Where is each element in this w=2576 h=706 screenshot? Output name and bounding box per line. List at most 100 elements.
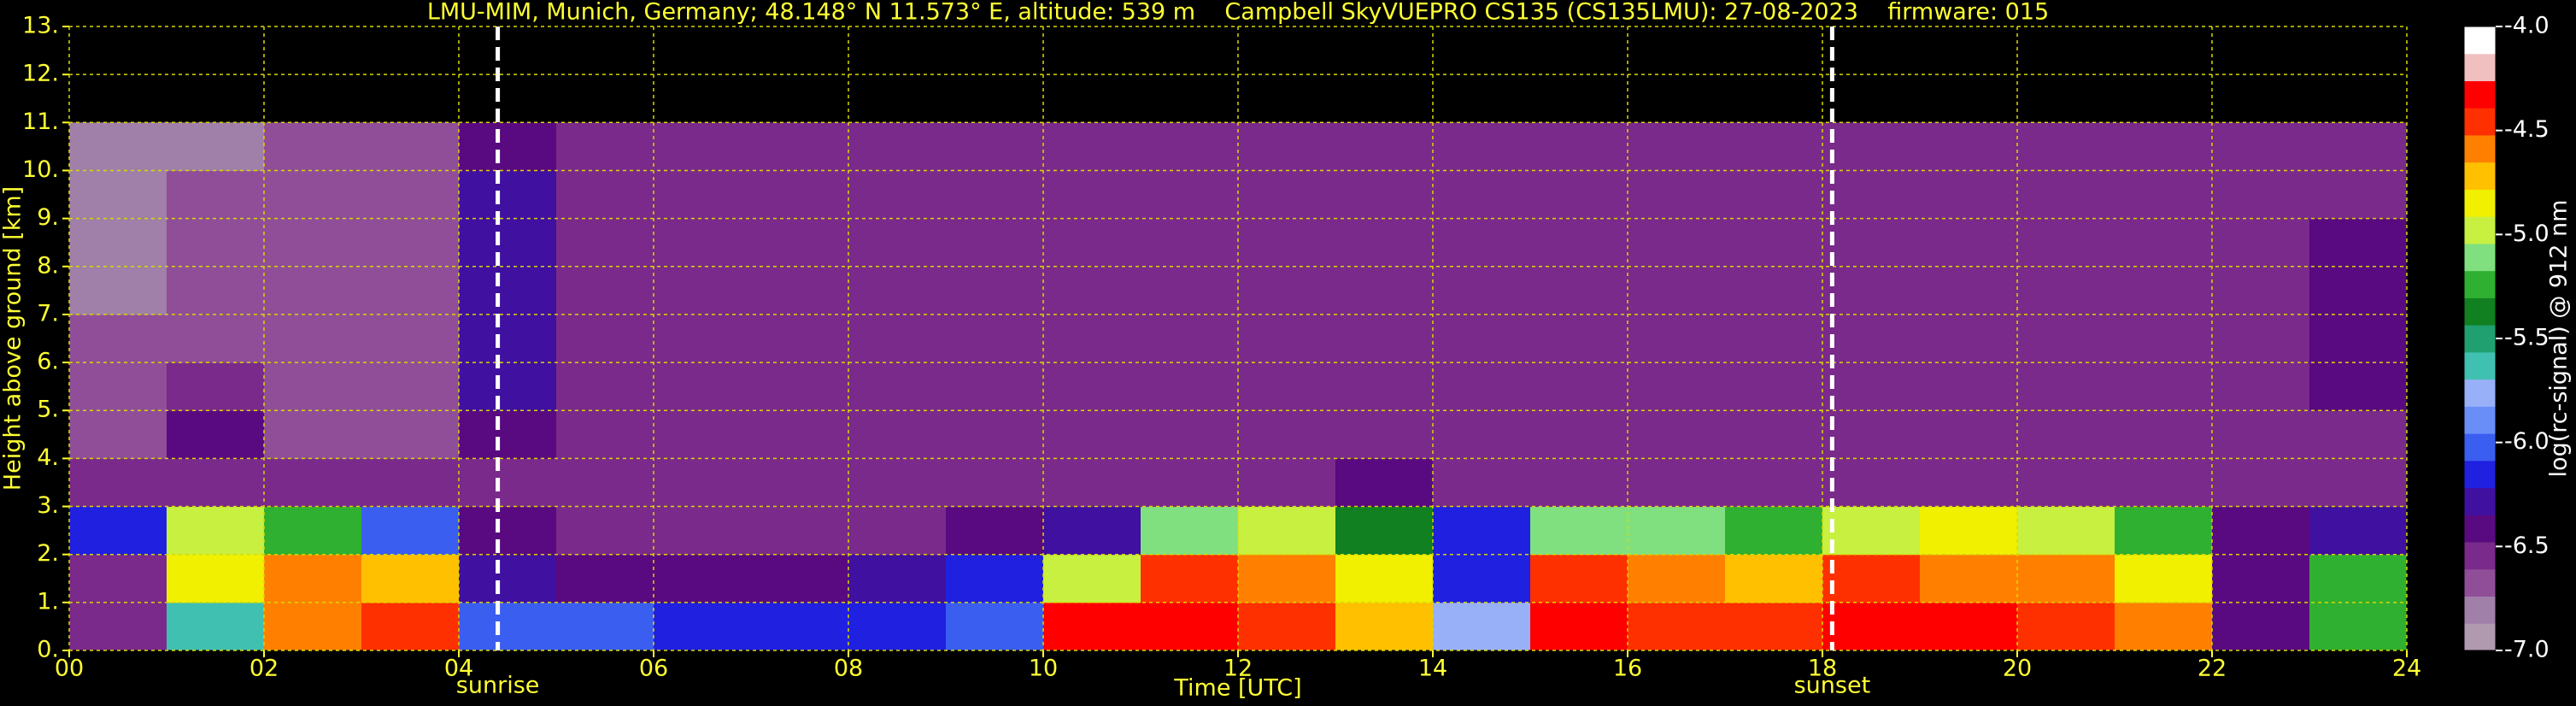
heatmap-cell <box>1238 506 1336 556</box>
heatmap-cell <box>2115 602 2213 651</box>
x-tick-label: 08 <box>834 656 863 682</box>
heatmap-cell <box>946 362 1044 411</box>
heatmap-cell <box>2115 554 2213 603</box>
heatmap-cell <box>1043 410 1141 459</box>
colorbar-segment <box>2464 108 2496 136</box>
heatmap-cell <box>848 506 947 556</box>
heatmap-cell <box>1433 602 1531 651</box>
x-tick-label: 24 <box>2392 656 2421 682</box>
heatmap-cell <box>751 362 849 411</box>
heatmap-cell <box>1433 458 1531 508</box>
x-tick-label: 06 <box>639 656 668 682</box>
heatmap-cell <box>2212 602 2310 651</box>
heatmap-cell <box>2115 314 2213 363</box>
heatmap-cell <box>946 602 1044 651</box>
heatmap-cell <box>1920 410 2018 459</box>
heatmap-cell <box>167 218 265 268</box>
heatmap-cell <box>848 458 947 508</box>
heatmap-cell <box>1628 218 1726 268</box>
heatmap-cell <box>751 410 849 459</box>
heatmap-cell <box>848 410 947 459</box>
heatmap-cell <box>1725 410 1823 459</box>
heatmap-cell <box>1530 170 1628 220</box>
y-tick-label: 2. <box>37 540 59 567</box>
heatmap-cell <box>1433 554 1531 603</box>
colorbar-segment <box>2464 568 2496 597</box>
heatmap-cell <box>1822 122 1921 171</box>
heatmap-cell <box>556 602 654 651</box>
heatmap-cell <box>1141 506 1239 556</box>
heatmap-cell <box>264 314 362 363</box>
y-tick-label: 12. <box>22 61 59 87</box>
heatmap-cell <box>2212 122 2310 171</box>
colorbar-segment <box>2464 515 2496 543</box>
heatmap-cell <box>69 602 167 651</box>
heatmap-cell <box>2115 266 2213 315</box>
heatmap-cell <box>848 362 947 411</box>
x-tick-label: 22 <box>2198 656 2227 682</box>
heatmap-cell <box>2017 410 2115 459</box>
heatmap-cell <box>946 554 1044 603</box>
colorbar-segment <box>2464 26 2496 55</box>
heatmap-cell <box>1043 266 1141 315</box>
heatmap-cell <box>1238 218 1336 268</box>
heatmap-cell <box>1335 170 1434 220</box>
heatmap-cell <box>2115 218 2213 268</box>
heatmap-cell <box>751 122 849 171</box>
heatmap-cell <box>1043 554 1141 603</box>
colorbar-tick-label: -6.0 <box>2504 428 2550 455</box>
heatmap-cell <box>848 218 947 268</box>
y-tick-label: 10. <box>22 156 59 183</box>
heatmap-cell <box>69 458 167 508</box>
heatmap-cell <box>1920 362 2018 411</box>
colorbar-segment <box>2464 216 2496 244</box>
heatmap-cell <box>751 554 849 603</box>
heatmap-cell <box>1628 266 1726 315</box>
heatmap-cell <box>1433 266 1531 315</box>
heatmap-cell <box>264 458 362 508</box>
colorbar-tick-label: -5.5 <box>2504 325 2550 351</box>
heatmap-cell <box>556 410 654 459</box>
heatmap-cell <box>1433 410 1531 459</box>
heatmap-cell <box>1530 506 1628 556</box>
annotation-label: sunset <box>1794 673 1871 699</box>
heatmap-cell <box>1920 314 2018 363</box>
heatmap-cell <box>1335 266 1434 315</box>
heatmap-cell <box>1141 218 1239 268</box>
x-axis-label: Time [UTC] <box>1173 675 1301 702</box>
heatmap-cell <box>1141 122 1239 171</box>
heatmap-cell <box>167 362 265 411</box>
heatmap-cell <box>2212 266 2310 315</box>
heatmap-cell <box>1238 362 1336 411</box>
heatmap-cell <box>1725 506 1823 556</box>
grid: 0. 1. 2. 3. 4. 5. 6. 7. 8. 9. 10. 11. 12. 13. 00 02 04 06… <box>22 13 2421 699</box>
heatmap-cell <box>1628 458 1726 508</box>
heatmap-cell <box>167 506 265 556</box>
heatmap-cell <box>1920 458 2018 508</box>
heatmap-cell <box>751 506 849 556</box>
heatmap-cell <box>1335 554 1434 603</box>
heatmap-cell <box>2115 362 2213 411</box>
heatmap-cell <box>2017 506 2115 556</box>
heatmap-cell <box>1043 362 1141 411</box>
y-tick-label: 4. <box>37 444 59 471</box>
heatmap-cell <box>167 122 265 171</box>
heatmap-cell <box>2017 314 2115 363</box>
heatmap-cell <box>1628 506 1726 556</box>
heatmap-cell <box>2017 554 2115 603</box>
heatmap-cell <box>1822 362 1921 411</box>
annotation-label: sunrise <box>456 673 540 699</box>
y-tick-label: 11. <box>22 109 59 135</box>
heatmap-cell <box>1628 314 1726 363</box>
heatmap-cell <box>264 554 362 603</box>
heatmap-cell <box>69 362 167 411</box>
heatmap-cell <box>654 602 752 651</box>
colorbar-segment <box>2464 460 2496 489</box>
colorbar-segment <box>2464 351 2496 380</box>
heatmap-cell <box>654 458 752 508</box>
heatmap-cell <box>556 362 654 411</box>
y-tick-label: 9. <box>37 204 59 231</box>
heatmap-cell <box>69 266 167 315</box>
heatmap-cell <box>556 458 654 508</box>
